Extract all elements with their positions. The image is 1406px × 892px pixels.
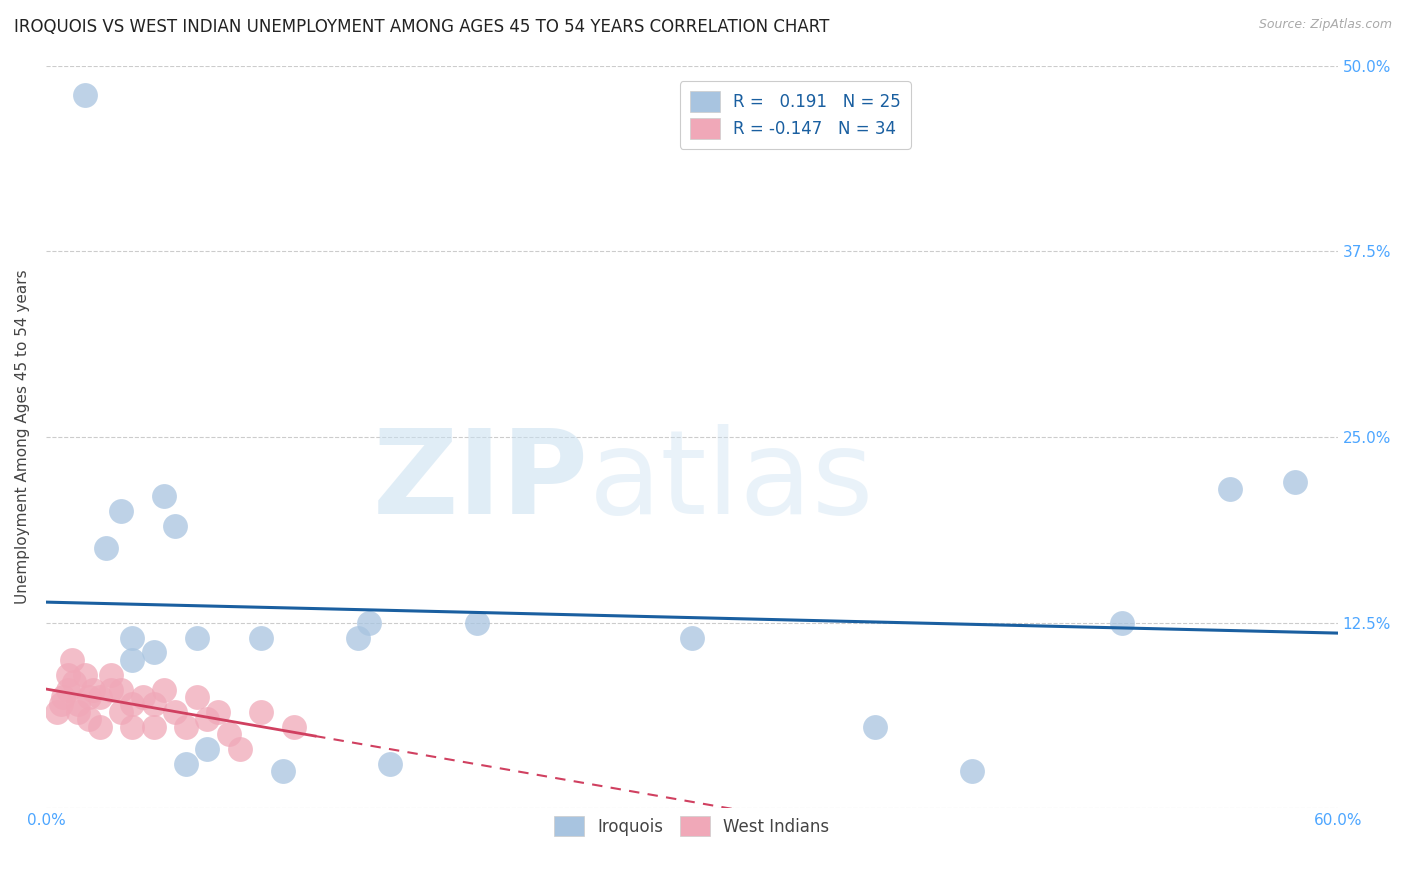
Point: [197, 742, 219, 756]
Point: [96, 541, 118, 556]
Point: [165, 519, 187, 533]
Point: [218, 727, 240, 741]
Point: [142, 698, 165, 712]
Point: [465, 615, 488, 630]
Point: [110, 682, 132, 697]
Point: [681, 631, 703, 645]
Point: [132, 690, 155, 704]
Point: [1111, 615, 1133, 630]
Point: [153, 490, 176, 504]
Point: [121, 720, 143, 734]
Text: IROQUOIS VS WEST INDIAN UNEMPLOYMENT AMONG AGES 45 TO 54 YEARS CORRELATION CHART: IROQUOIS VS WEST INDIAN UNEMPLOYMENT AMO…: [14, 18, 830, 36]
Point: [82, 682, 104, 697]
Text: Source: ZipAtlas.com: Source: ZipAtlas.com: [1258, 18, 1392, 31]
Point: [67, 705, 90, 719]
Point: [142, 720, 165, 734]
Point: [60, 653, 83, 667]
Point: [142, 645, 165, 659]
Text: atlas: atlas: [589, 424, 875, 539]
Point: [347, 631, 370, 645]
Point: [357, 615, 380, 630]
Point: [186, 690, 208, 704]
Point: [165, 705, 187, 719]
Point: [56, 667, 79, 681]
Text: ZIP: ZIP: [373, 424, 589, 539]
Point: [63, 675, 86, 690]
Point: [89, 720, 111, 734]
Point: [186, 631, 208, 645]
Point: [121, 653, 143, 667]
Point: [863, 720, 886, 734]
Point: [110, 504, 132, 518]
Point: [250, 631, 273, 645]
Legend: Iroquois, West Indians: Iroquois, West Indians: [546, 807, 838, 845]
Point: [73, 88, 96, 103]
Point: [207, 705, 229, 719]
Point: [121, 698, 143, 712]
Point: [283, 720, 305, 734]
Point: [89, 690, 111, 704]
Point: [1284, 475, 1306, 489]
Point: [100, 667, 122, 681]
Point: [77, 690, 100, 704]
Point: [77, 712, 100, 726]
Point: [121, 631, 143, 645]
Point: [153, 682, 176, 697]
Point: [174, 756, 197, 771]
Point: [52, 690, 75, 704]
Point: [197, 712, 219, 726]
Point: [56, 682, 79, 697]
Y-axis label: Unemployment Among Ages 45 to 54 years: Unemployment Among Ages 45 to 54 years: [15, 269, 30, 605]
Point: [960, 764, 983, 779]
Point: [380, 756, 402, 771]
Point: [250, 705, 273, 719]
Point: [67, 698, 90, 712]
Point: [228, 742, 250, 756]
Point: [174, 720, 197, 734]
Point: [271, 764, 294, 779]
Point: [73, 667, 96, 681]
Point: [100, 682, 122, 697]
Point: [1219, 482, 1241, 496]
Point: [49, 698, 72, 712]
Point: [110, 705, 132, 719]
Point: [45, 705, 67, 719]
